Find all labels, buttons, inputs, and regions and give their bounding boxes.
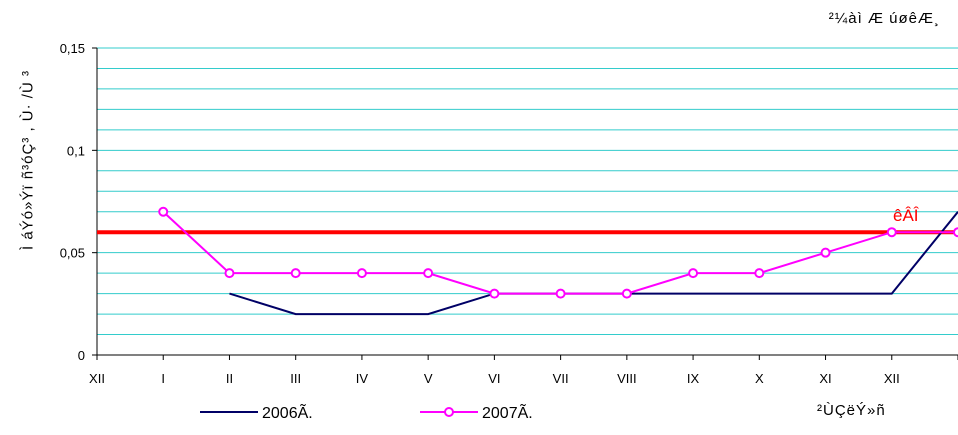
x-tick-label: X bbox=[755, 371, 764, 386]
legend-marker bbox=[444, 407, 454, 417]
series-line-1 bbox=[229, 211, 958, 316]
x-tick-label: XII bbox=[884, 371, 900, 386]
y-tick-label: 0,1 bbox=[67, 143, 85, 158]
y-tick-label: 0 bbox=[78, 348, 85, 363]
x-tick-label: II bbox=[226, 371, 233, 386]
data-point bbox=[621, 288, 632, 299]
x-tick-label: IX bbox=[687, 371, 700, 386]
x-tick-label: XI bbox=[819, 371, 831, 386]
reference-line-group: êÂÎ bbox=[97, 206, 958, 235]
x-tick-label: V bbox=[424, 371, 433, 386]
data-point bbox=[290, 268, 301, 279]
data-point bbox=[820, 247, 831, 258]
x-tick-label: VII bbox=[553, 371, 569, 386]
x-tick-label: VIII bbox=[617, 371, 637, 386]
x-axis-unit-label: ²ÙÇëÝ»ñ bbox=[817, 402, 886, 419]
data-point bbox=[158, 206, 169, 217]
data-point bbox=[886, 227, 897, 238]
data-point bbox=[555, 288, 566, 299]
y-tick-label: 0,05 bbox=[60, 246, 85, 261]
gridlines bbox=[97, 47, 958, 336]
x-tick-label: VI bbox=[488, 371, 500, 386]
corner-note: ²¼àì Æ úøêÆ¸ bbox=[828, 10, 940, 27]
x-tick-label: I bbox=[161, 371, 165, 386]
x-tick-label: XII bbox=[89, 371, 105, 386]
series-lines bbox=[158, 206, 958, 316]
x-tick-label: III bbox=[290, 371, 301, 386]
data-point bbox=[953, 227, 958, 238]
legend: 2006Ã. 2007Ã. bbox=[200, 402, 533, 422]
data-point bbox=[224, 268, 235, 279]
data-point bbox=[356, 268, 367, 279]
data-point bbox=[423, 268, 434, 279]
y-tick-label: 0,15 bbox=[60, 41, 85, 56]
legend-label: 2006Ã. bbox=[262, 402, 313, 422]
legend-label: 2007Ã. bbox=[482, 402, 533, 422]
data-point bbox=[754, 268, 765, 279]
reference-line-label: êÂÎ bbox=[893, 206, 920, 225]
x-tick-label: IV bbox=[356, 371, 369, 386]
data-point bbox=[489, 288, 500, 299]
data-point bbox=[688, 268, 699, 279]
axes bbox=[92, 47, 958, 360]
